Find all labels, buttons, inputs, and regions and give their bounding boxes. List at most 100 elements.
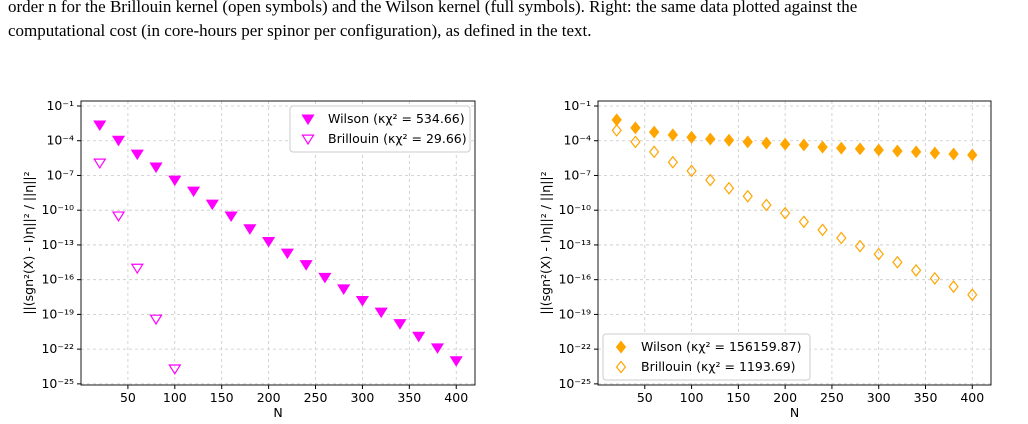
y-tick-label: 10⁻²⁵ [558,376,591,391]
marker [149,162,163,174]
legend-frame [602,333,811,381]
y-tick-label: 10⁻¹⁰ [558,202,591,217]
x-tick-label: 250 [304,390,328,405]
marker [93,120,107,132]
marker [374,307,388,319]
legend-label: Brillouin (κχ² = 29.66) [328,131,467,146]
marker [615,340,627,354]
y-tick-label: 10⁻⁷ [563,167,591,182]
y-tick-label: 10⁻⁴ [46,133,74,148]
marker [205,199,219,211]
y-axis-label: ||(sgn²(X) - I)η||² / ||η||² [538,171,553,314]
plot-frame [80,100,476,386]
marker [149,314,163,326]
x-tick-label: 50 [637,390,653,405]
marker [224,211,238,223]
marker [892,144,903,158]
marker [111,135,126,147]
marker [873,247,884,261]
marker [686,130,697,144]
y-tick-label: 10⁻⁷ [46,167,74,182]
marker [761,198,772,212]
x-axis-label: N [273,405,282,420]
marker [262,237,276,248]
x-tick-label: 100 [163,390,187,405]
x-tick-label: 300 [350,390,374,405]
marker [355,296,370,307]
marker [798,215,810,229]
x-tick-label: 350 [914,390,938,405]
marker [301,134,315,146]
marker [243,224,257,235]
y-tick-label: 10⁻¹⁰ [41,202,74,217]
x-axis-label: N [790,405,799,420]
marker [967,148,978,162]
marker [130,149,144,161]
legend-label: Wilson (κχ² = 534.66) [328,111,465,126]
marker [742,189,753,203]
y-tick-label: 10⁻¹ [563,98,591,113]
y-axis-label: ||(sgn²(X) - I)η||² / ||η||² [21,171,36,314]
marker [948,280,959,294]
x-tick-label: 350 [397,390,421,405]
marker [630,121,641,135]
marker [779,206,791,220]
x-tick-label: 150 [210,390,234,405]
marker [299,260,313,271]
marker [836,141,847,155]
marker [948,147,959,161]
y-tick-label: 10⁻²² [41,341,74,356]
marker [318,272,332,284]
marker [630,135,641,149]
marker [667,128,679,142]
y-tick-label: 10⁻¹³ [558,237,591,252]
marker [186,186,201,198]
marker [130,263,144,275]
marker [611,123,622,137]
marker [615,360,627,374]
marker [761,136,772,150]
marker [929,146,941,160]
marker [111,211,126,223]
marker [93,158,107,170]
marker [742,135,753,149]
marker [910,145,922,159]
marker [892,255,903,269]
marker [779,137,791,151]
caption-line: order n for the Brillouin kernel (open s… [8,0,857,16]
marker [301,114,315,126]
marker [836,231,847,245]
caption-line: computational cost (in core-hours per sp… [8,21,592,40]
marker [705,132,716,146]
y-tick-label: 10⁻¹³ [41,237,74,252]
legend-label: Wilson (κχ² = 156159.87) [641,339,801,354]
marker [967,288,978,302]
marker [280,248,294,260]
marker [929,271,941,285]
marker [723,181,735,195]
x-tick-label: 50 [120,390,136,405]
marker [648,145,660,159]
x-tick-label: 100 [680,390,704,405]
marker [648,125,660,139]
x-tick-label: 150 [726,390,750,405]
y-tick-label: 10⁻¹⁶ [558,272,591,287]
marker [337,284,351,295]
y-tick-label: 10⁻¹ [46,98,74,113]
marker [168,175,182,187]
marker [412,331,426,343]
marker [168,364,182,375]
x-tick-label: 250 [820,390,844,405]
marker [705,173,716,187]
marker [817,140,828,154]
marker [686,164,697,178]
marker [611,113,622,127]
x-tick-label: 300 [867,390,891,405]
x-tick-label: 400 [960,390,984,405]
marker [430,343,445,354]
legend-label: Brillouin (κχ² = 1193.69) [641,359,796,374]
marker [910,263,922,277]
y-tick-label: 10⁻¹⁶ [41,272,74,287]
